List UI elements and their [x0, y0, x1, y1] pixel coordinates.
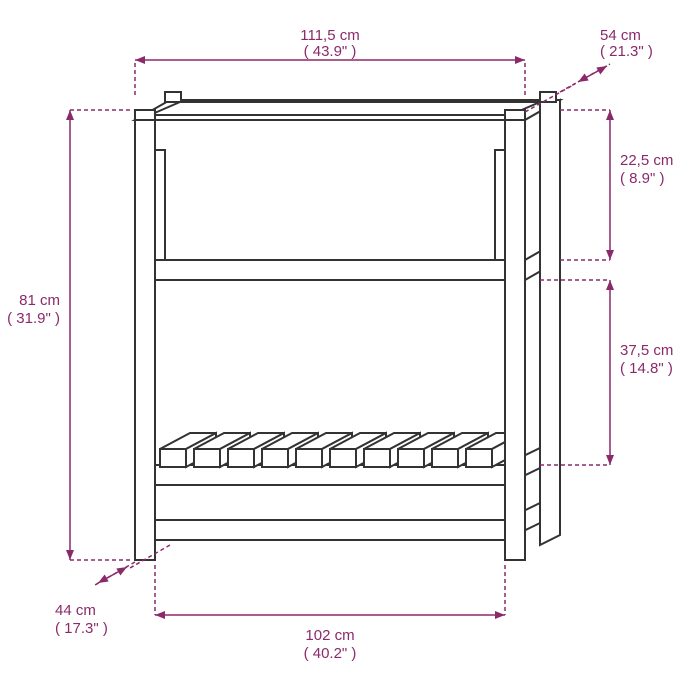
dim-top-width-in: ( 43.9" ): [304, 43, 357, 60]
dim-base-depth-cm: 44 cm: [55, 602, 96, 619]
dim-top-depth-in: ( 21.3" ): [600, 43, 653, 60]
planter-object: [135, 92, 560, 560]
dim-shelf-gap-in: ( 14.8" ): [620, 360, 673, 377]
dim-bin-depth-cm: 22,5 cm: [620, 152, 673, 169]
dim-inner-width-in: ( 40.2" ): [304, 645, 357, 662]
dimension-diagram: 111,5 cm ( 43.9" ) 54 cm ( 21.3" ) 22,5 …: [0, 0, 700, 700]
dim-top-depth-cm: 54 cm: [600, 27, 641, 44]
dim-inner-width-cm: 102 cm: [305, 627, 354, 644]
dim-shelf-gap-cm: 37,5 cm: [620, 342, 673, 359]
dim-height-cm: 81 cm: [19, 292, 60, 309]
dim-top-width-cm: 111,5 cm: [300, 27, 359, 44]
shelf-slats: [160, 433, 522, 467]
dim-height-in: ( 31.9" ): [7, 310, 60, 327]
dim-base-depth-in: ( 17.3" ): [55, 620, 108, 637]
dim-bin-depth-in: ( 8.9" ): [620, 170, 665, 187]
